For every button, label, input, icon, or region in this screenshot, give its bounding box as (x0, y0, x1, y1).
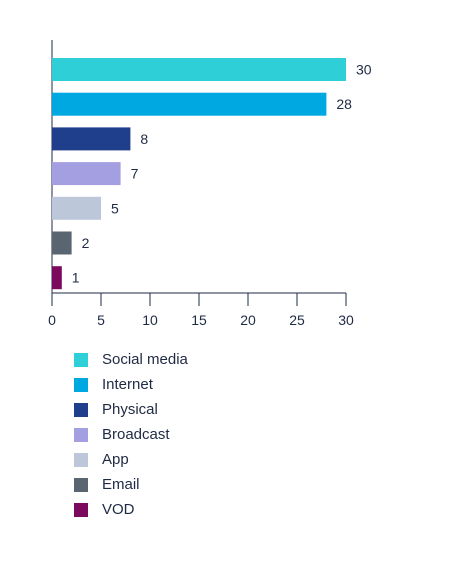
legend-label: Broadcast (102, 426, 170, 443)
bar-value-label: 28 (336, 96, 352, 112)
x-tick-label: 0 (48, 312, 56, 328)
legend-swatch (74, 402, 88, 417)
bar (52, 266, 62, 290)
x-tick-label: 30 (338, 312, 354, 328)
bar (52, 196, 101, 220)
x-tick-label: 20 (240, 312, 256, 328)
legend-swatch (74, 477, 88, 492)
x-tick-label: 10 (142, 312, 158, 328)
bar-value-label: 8 (140, 131, 148, 147)
legend-label: Internet (102, 376, 153, 393)
legend-swatch (74, 427, 88, 442)
legend-label: Email (102, 476, 140, 493)
x-tick-label: 5 (97, 312, 105, 328)
legend-swatch (74, 452, 88, 467)
bar (52, 92, 327, 116)
legend-label: VOD (102, 501, 135, 518)
bar-value-label: 7 (131, 166, 139, 182)
legend-item: Social media (74, 347, 188, 372)
legend-label: App (102, 451, 129, 468)
x-tick-label: 15 (191, 312, 207, 328)
legend-item: Physical (74, 397, 188, 422)
legend-swatch (74, 502, 88, 517)
legend-item: Internet (74, 372, 188, 397)
bar-chart: 0 5 10 15 20 25 30 30 28 8 7 5 2 1 (48, 40, 372, 328)
legend-label: Social media (102, 351, 188, 368)
bar-value-label: 5 (111, 200, 119, 216)
x-tick-label: 25 (289, 312, 305, 328)
bar (52, 58, 346, 81)
legend-label: Physical (102, 401, 158, 418)
bar-value-label: 1 (72, 270, 80, 286)
bar (52, 162, 121, 186)
bar-value-label: 30 (356, 62, 372, 78)
legend-item: VOD (74, 497, 188, 522)
legend-swatch (74, 377, 88, 392)
legend: Social media Internet Physical Broadcast App… (74, 347, 188, 522)
bar (52, 127, 131, 151)
legend-item: Broadcast (74, 422, 188, 447)
bar-value-label: 2 (82, 235, 90, 251)
bar (52, 231, 72, 255)
legend-item: App (74, 447, 188, 472)
legend-swatch (74, 352, 88, 367)
legend-item: Email (74, 472, 188, 497)
